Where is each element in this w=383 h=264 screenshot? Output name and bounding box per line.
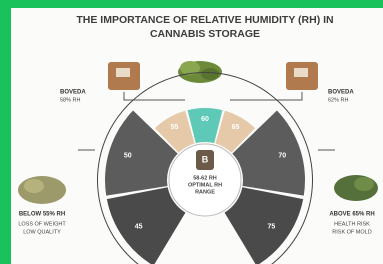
pack-icon [286, 62, 318, 90]
jar-logo: B [202, 154, 209, 164]
pack-icon [108, 62, 140, 90]
pack-brand: BOVEDA [328, 90, 354, 96]
dial-label: 60 [201, 116, 209, 123]
dial-label: 50 [124, 152, 132, 159]
dial-label: 55 [171, 124, 179, 131]
center-text: OPTIMAL RH [188, 182, 222, 188]
dial-label: 45 [135, 223, 143, 230]
center-text: RANGE [195, 189, 215, 195]
title-line: THE IMPORTANCE OF RELATIVE HUMIDITY (RH)… [76, 14, 333, 26]
bud-icon [18, 176, 66, 204]
above-title: ABOVE 65% RH [329, 212, 374, 218]
bud-icon [178, 61, 222, 83]
bud-icon [334, 175, 378, 201]
dial-label: 75 [267, 223, 275, 230]
pack-brand: BOVEDA [60, 90, 86, 96]
infographic: THE IMPORTANCE OF RELATIVE HUMIDITY (RH)… [0, 0, 383, 264]
dial-label: 65 [232, 124, 240, 131]
above-line: RISK OF MOLD [332, 229, 371, 235]
dial-label: 70 [278, 152, 286, 159]
title-line: CANNABIS STORAGE [150, 28, 260, 40]
below-title: BELOW 55% RH [19, 212, 65, 218]
pack-rh: 58% RH [60, 97, 81, 103]
pack-rh: 62% RH [328, 97, 349, 103]
below-line: LOW QUALITY [23, 229, 61, 235]
above-line: HEALTH RISK [334, 221, 370, 227]
center-text: 58-62 RH [193, 175, 217, 181]
below-line: LOSS OF WEIGHT [18, 221, 66, 227]
